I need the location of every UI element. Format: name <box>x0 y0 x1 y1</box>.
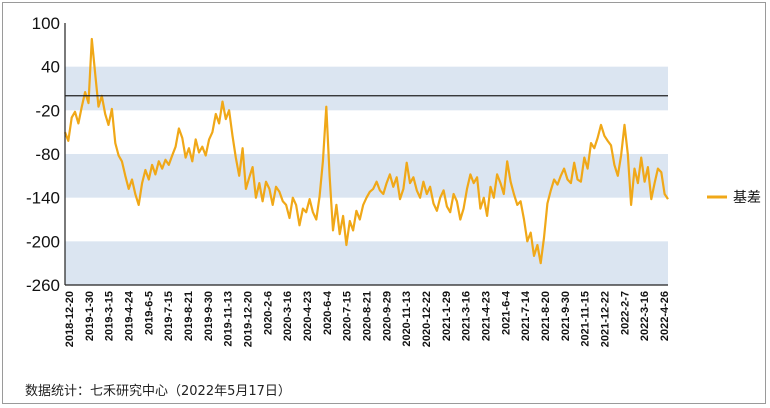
x-tick-label: 2020-12-22 <box>421 291 433 347</box>
x-tick-label: 2021-11-15 <box>580 291 592 347</box>
y-tick-label: 100 <box>32 14 60 33</box>
chart-frame: 100 40 -20 -80 -140 -200 -260 2018-12-20 2019-1-… <box>2 2 766 404</box>
grid-band-0 <box>65 66 668 111</box>
x-tick-label: 2021-4-23 <box>481 291 493 341</box>
basis-line-chart: 100 40 -20 -80 -140 -200 -260 2018-12-20 2019-1-… <box>26 14 761 347</box>
x-tick-label: 2021-8-20 <box>540 291 552 341</box>
x-tick-label: 2022-3-16 <box>639 291 651 341</box>
x-tick-label: 2020-2-6 <box>262 291 274 335</box>
x-tick-label: 2021-6-4 <box>500 290 512 335</box>
series-line-basis <box>63 37 669 265</box>
x-tick-label: 2019-12-20 <box>243 291 255 347</box>
x-tick-label: 2018-12-20 <box>64 291 76 347</box>
x-tick-label: 2020-11-13 <box>401 291 413 347</box>
y-tick-label: -260 <box>26 276 60 295</box>
x-tick-label: 2019-3-15 <box>104 291 116 341</box>
x-tick-label: 2020-3-16 <box>282 291 294 341</box>
y-tick-label: -80 <box>35 145 60 164</box>
y-tick-label: -140 <box>26 189 60 208</box>
x-tick-label: 2019-4-24 <box>124 290 136 341</box>
x-tick-label: 2022-4-26 <box>659 291 671 341</box>
x-tick-label: 2020-8-21 <box>362 291 374 341</box>
x-tick-label: 2021-9-30 <box>560 291 572 341</box>
x-tick-label: 2021-7-14 <box>520 290 532 341</box>
x-tick-label: 2019-8-21 <box>183 291 195 341</box>
x-tick-label: 2020-4-23 <box>302 291 314 341</box>
grid-band-2 <box>65 241 668 285</box>
x-tick-label: 2019-7-15 <box>163 291 175 341</box>
x-tick-label: 2021-1-29 <box>441 291 453 341</box>
x-tick-label: 2021-3-16 <box>461 291 473 341</box>
source-note: 数据统计：七禾研究中心（2022年5月17日） <box>25 384 291 399</box>
x-tick-label: 2019-6-5 <box>143 291 155 335</box>
x-tick-label: 2020-6-4 <box>322 290 334 335</box>
x-tick-label: 2019-11-13 <box>223 291 235 347</box>
x-tick-label: 2020-7-15 <box>342 291 354 341</box>
x-tick-label: 2019-1-30 <box>84 291 96 341</box>
x-tick-label: 2020-9-29 <box>381 291 393 341</box>
y-tick-label: -200 <box>26 232 60 251</box>
x-tick-label: 2021-12-22 <box>600 291 612 347</box>
x-tick-label: 2019-9-30 <box>203 291 215 341</box>
y-tick-label: 40 <box>41 58 60 77</box>
legend-label: 基差 <box>733 189 761 206</box>
x-tick-label: 2022-2-7 <box>619 291 631 335</box>
y-tick-label: -20 <box>35 101 60 120</box>
